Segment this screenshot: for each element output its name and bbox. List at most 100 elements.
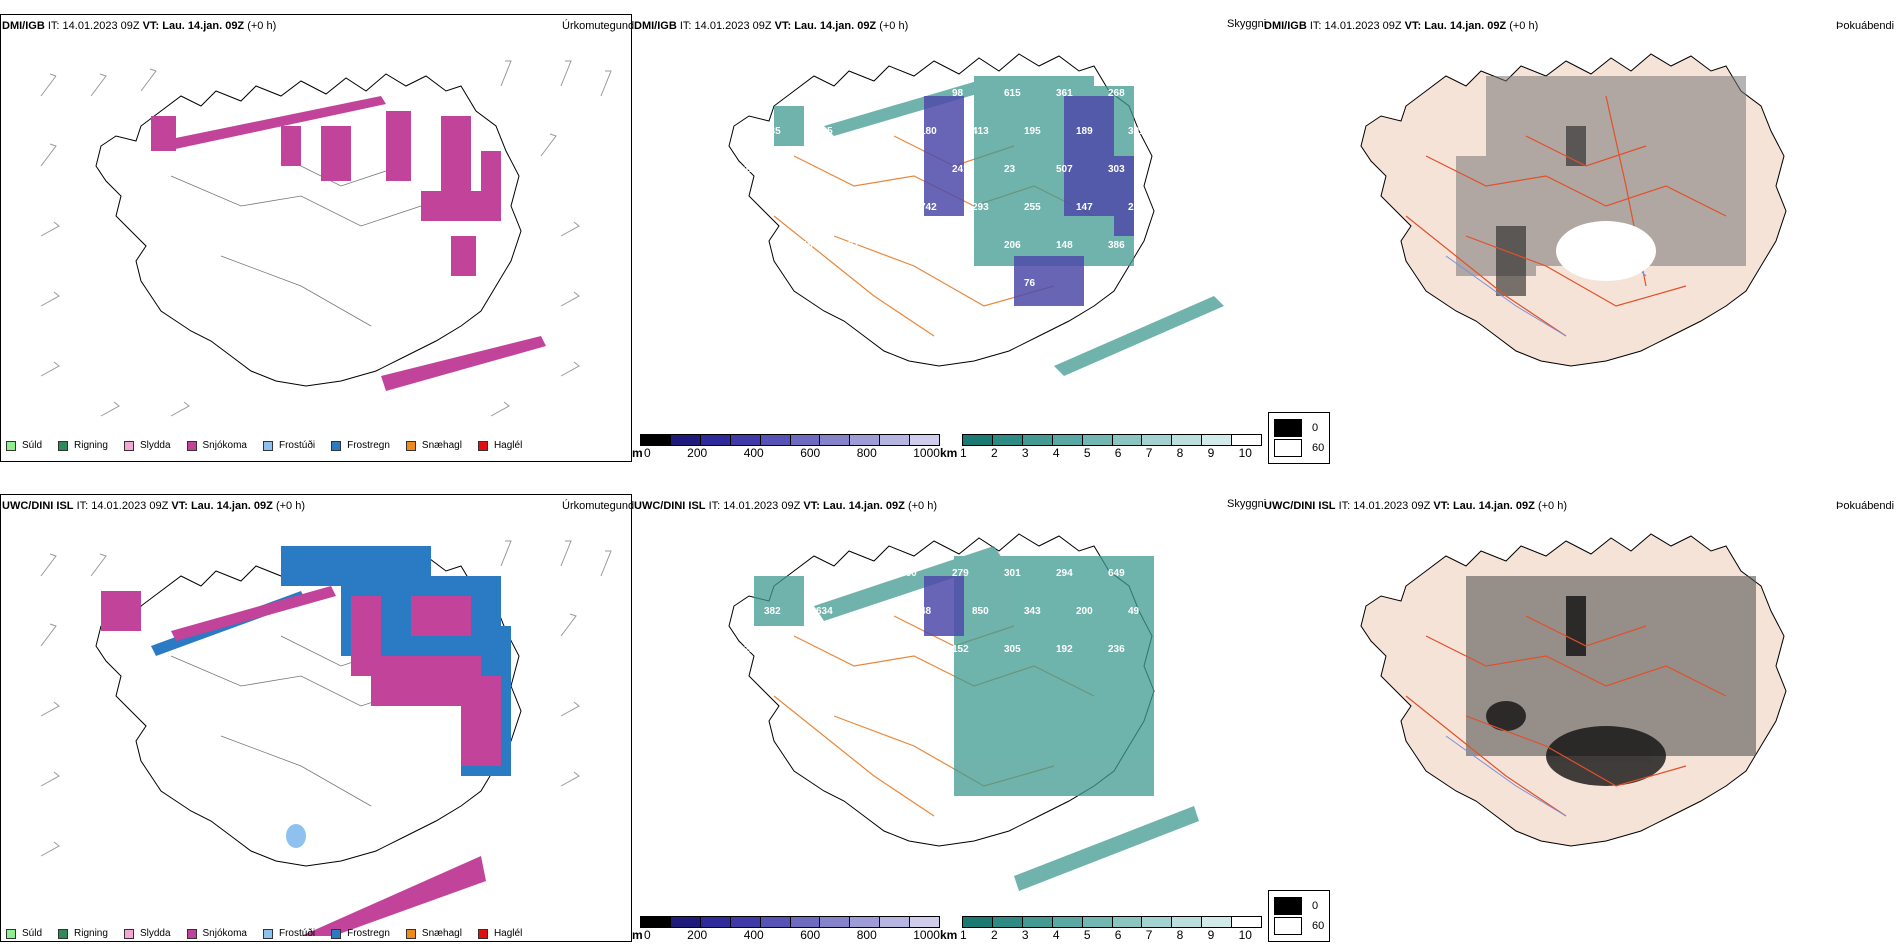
- vis-bar-tick: 9: [1207, 928, 1215, 942]
- fog-legend-swatch: [1274, 419, 1302, 437]
- visibility-value-label: 200: [1076, 606, 1093, 617]
- visibility-value-label: 430: [848, 644, 865, 655]
- visibility-value-label: 48: [920, 606, 932, 617]
- wind-barbs: [40, 60, 612, 417]
- vis-bar-bin: [1202, 435, 1233, 445]
- precip-type-map-frame: [0, 14, 632, 462]
- legend-swatch: [58, 928, 69, 939]
- visibility-value-label: 577: [744, 240, 761, 251]
- height-bar-bin: [730, 435, 761, 445]
- visibility-value-label: 123: [868, 278, 885, 289]
- vis-bar-tick: 4: [1052, 446, 1060, 460]
- visibility-value-label: 148: [1056, 240, 1073, 251]
- fog-panel-title: Þokuábendi: [1836, 20, 1895, 32]
- vis-bar-tick: 2: [990, 446, 998, 460]
- visibility-value-label: 850: [972, 606, 989, 617]
- fog-panel-header: DMI/IGB IT: 14.01.2023 09Z VT: Lau. 14.j…: [1264, 20, 1539, 32]
- visibility-value-label: 123: [972, 278, 989, 289]
- visibility-value-label: 49: [1128, 606, 1140, 617]
- visibility-value-label: 224: [1128, 202, 1145, 213]
- height-colorbar: [640, 916, 940, 928]
- precip-type-map: [40, 60, 612, 417]
- visibility-value-label: 255: [1024, 202, 1041, 213]
- vis-bar-bin: [1202, 917, 1233, 927]
- visibility-value-label: 649: [1108, 568, 1125, 579]
- vis-bar-ticks: 1 2 3 4 5 6 7 8 9 10: [960, 928, 1252, 942]
- vis-bar-tick: 4: [1052, 928, 1060, 942]
- legend-label: Rigning: [74, 928, 108, 939]
- visibility-value-label: 152: [952, 644, 969, 655]
- legend-swatch: [58, 440, 69, 451]
- vis-bar-bin: [1172, 917, 1203, 927]
- vis-bar-bin: [1112, 435, 1143, 445]
- visibility-value-label: 305: [1004, 644, 1021, 655]
- fog-legend-swatch: [1274, 917, 1302, 935]
- vis-panel-header: DMI/IGB IT: 14.01.2023 09Z VT: Lau. 14.j…: [634, 20, 909, 32]
- fog-index-map: [1360, 53, 1787, 367]
- visibility-map: 550 211 308 360 279 301 294 649 382 634 296 48 850 34…: [728, 533, 1199, 891]
- vis-bar-tick: 8: [1176, 446, 1184, 460]
- height-bar-bin: [730, 917, 761, 927]
- visibility-value-label: 180: [920, 126, 937, 137]
- height-bar-tick: 400: [743, 446, 764, 460]
- legend-swatch: [123, 440, 134, 451]
- visibility-value-label: 71: [848, 240, 860, 251]
- legend-label: Súld: [22, 928, 43, 939]
- legend-label: Haglél: [493, 928, 523, 939]
- fog-legend-value: 0: [1312, 900, 1319, 912]
- precip-panel-header: UWC/DINI ISL IT: 14.01.2023 09Z VT: Lau.…: [2, 500, 305, 512]
- vis-bar-bin: [1022, 435, 1053, 445]
- vis-bar-tick: 10: [1238, 928, 1252, 942]
- visibility-value-label: 192: [1056, 644, 1073, 655]
- visibility-value-label: 279: [952, 568, 969, 579]
- vis-bar-tick: 9: [1207, 446, 1215, 460]
- vis-bar-bin: [1232, 435, 1262, 445]
- fog-legend-swatch: [1274, 439, 1302, 457]
- fog-legend: 0 60: [1268, 412, 1331, 464]
- visibility-value-label: 275: [764, 278, 781, 289]
- vis-bar-tick: 2: [990, 928, 998, 942]
- vis-bar-bin: [1112, 917, 1143, 927]
- visibility-value-label: 207: [764, 202, 781, 213]
- height-bar-bin: [790, 917, 821, 927]
- visibility-value-label: 286: [796, 164, 813, 175]
- visibility-value-label: 361: [1056, 88, 1073, 99]
- visibility-value-label: 232: [816, 278, 833, 289]
- fog-legend-item: 0: [1274, 419, 1324, 437]
- vis-panel-header: UWC/DINI ISL IT: 14.01.2023 09Z VT: Lau.…: [634, 500, 937, 512]
- vis-bar-tick: 10: [1238, 446, 1252, 460]
- visibility-value-label: 195: [1024, 126, 1041, 137]
- vis-panel-title: Skyggni: [1227, 18, 1267, 30]
- legend-label: Snjókoma: [202, 928, 247, 939]
- legend-swatch: [123, 928, 134, 939]
- visibility-value-label: 193: [900, 644, 917, 655]
- precip-legend-item: Frostúði: [262, 928, 315, 939]
- visibility-value-label: 301: [1004, 568, 1021, 579]
- precip-legend-item: Frostregn: [331, 928, 390, 939]
- visibility-value-label: 712: [952, 240, 969, 251]
- visibility-value-label: 382: [764, 606, 781, 617]
- height-bar-bin: [700, 435, 731, 445]
- height-bar-tick: 200: [687, 928, 708, 942]
- height-bar-tick: 800: [856, 446, 877, 460]
- precip-legend-item: Haglél: [477, 928, 523, 939]
- visibility-value-label: 268: [1108, 88, 1125, 99]
- visibility-value-label: 76: [1024, 278, 1036, 289]
- precip-legend: Súld Rigning Slydda Snjókoma Frostúði Frostre…: [6, 440, 538, 451]
- visibility-value-label: 119: [744, 164, 761, 175]
- visibility-value-label: 308: [920, 278, 937, 289]
- vis-bar-ticks: 1 2 3 4 5 6 7 8 9 10: [960, 446, 1252, 460]
- vis-bar-tick: 6: [1114, 928, 1122, 942]
- vis-panel-title: Skyggni: [1227, 498, 1267, 510]
- legend-label: Frostúði: [278, 440, 316, 451]
- legend-swatch: [405, 440, 416, 451]
- precip-type-map: [40, 540, 612, 936]
- legend-swatch: [477, 440, 488, 451]
- legend-swatch: [186, 928, 197, 939]
- height-bar-bin: [790, 435, 821, 445]
- fog-legend-swatch: [1274, 897, 1302, 915]
- visibility-value-label: 507: [1056, 164, 1073, 175]
- visibility-value-label: 123: [816, 682, 833, 693]
- visibility-value-label: 189: [1076, 126, 1093, 137]
- height-bar-bin: [820, 917, 851, 927]
